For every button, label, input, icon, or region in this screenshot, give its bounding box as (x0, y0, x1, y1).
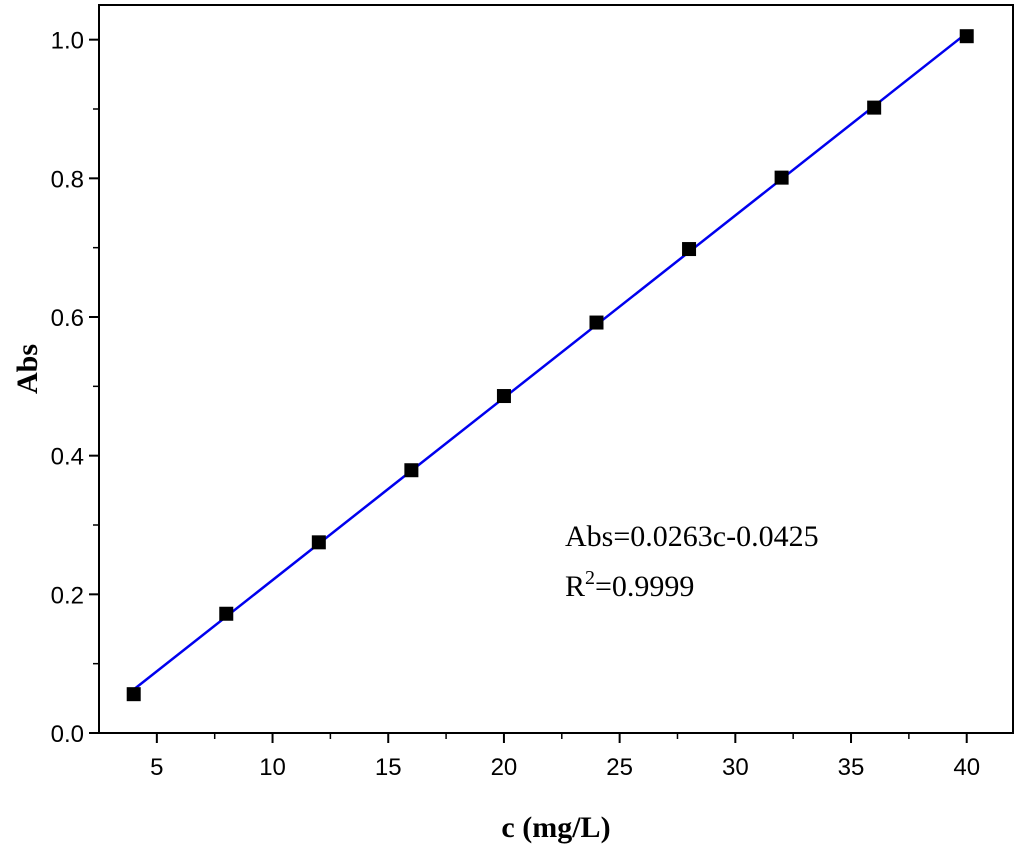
data-point (126, 687, 141, 702)
x-tick-label: 20 (491, 754, 518, 781)
y-tick-label: 0.4 (51, 444, 84, 471)
data-point (589, 315, 604, 330)
r2-prefix: R (565, 570, 585, 603)
x-axis-ticks: 5 10 15 20 25 30 35 40 (150, 733, 980, 781)
data-point (219, 606, 234, 621)
x-tick-label: 10 (259, 754, 286, 781)
r-squared-annotation: R2=0.9999 (565, 567, 694, 603)
x-tick-label: 25 (606, 754, 633, 781)
fit-line (132, 32, 968, 691)
y-axis-title: Abs (11, 344, 44, 394)
x-tick-label: 35 (838, 754, 865, 781)
y-tick-label: 0.6 (51, 305, 84, 332)
x-tick-label: 40 (953, 754, 980, 781)
plot-frame (98, 4, 1014, 734)
x-tick-label: 30 (722, 754, 749, 781)
y-axis-ticks: 0.0 0.2 0.4 0.6 0.8 1.0 (51, 28, 99, 748)
r2-value: =0.9999 (595, 570, 694, 603)
y-tick-label: 0.8 (51, 166, 84, 193)
y-tick-label: 1.0 (51, 28, 84, 55)
data-point (959, 29, 974, 44)
data-point (774, 170, 789, 185)
x-axis-title: c (mg/L) (501, 811, 610, 844)
data-points (126, 29, 974, 702)
data-point (404, 463, 419, 478)
x-tick-label: 5 (150, 754, 163, 781)
data-point (867, 100, 882, 115)
x-tick-label: 15 (375, 754, 402, 781)
r2-superscript: 2 (585, 567, 595, 589)
equation-annotation: Abs=0.0263c-0.0425 (565, 520, 819, 553)
data-point (311, 535, 326, 550)
data-point (496, 389, 511, 404)
data-point (682, 242, 697, 257)
y-tick-label: 0.2 (51, 582, 84, 609)
y-tick-label: 0.0 (51, 721, 84, 748)
